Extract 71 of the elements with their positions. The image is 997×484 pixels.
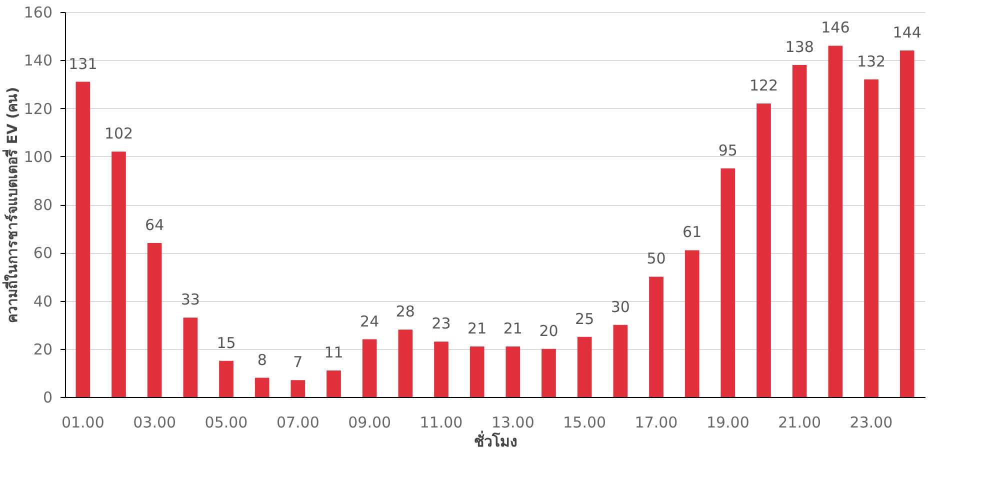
- x-tick-label: 07.00: [276, 414, 320, 432]
- bar: [254, 378, 270, 397]
- y-tick-label: 160: [24, 4, 52, 22]
- x-tick-label: 03.00: [133, 414, 176, 432]
- data-label: 25: [575, 310, 594, 328]
- bar: [398, 330, 413, 397]
- x-tick-label: 13.00: [491, 414, 534, 432]
- bar: [756, 103, 771, 397]
- data-label: 33: [180, 290, 200, 309]
- bar: [864, 79, 878, 397]
- x-tick-label: 21.00: [778, 414, 822, 432]
- bar: [506, 346, 520, 397]
- bar: [434, 342, 448, 397]
- bar: [613, 324, 628, 397]
- data-label: 20: [539, 322, 558, 340]
- y-tick-label: 100: [24, 148, 52, 166]
- x-tick-label: 17.00: [634, 414, 678, 432]
- data-label: 132: [856, 52, 886, 70]
- bar: [720, 168, 736, 397]
- y-tick-label: 80: [33, 196, 52, 214]
- bar: [290, 380, 306, 397]
- data-label: 7: [293, 353, 303, 372]
- y-tick-label: 140: [24, 52, 52, 70]
- bar: [828, 46, 843, 397]
- data-label: 21: [503, 319, 522, 338]
- y-tick-label: 40: [33, 292, 52, 310]
- data-label: 24: [360, 312, 380, 330]
- bar: [470, 346, 484, 397]
- data-label: 131: [68, 54, 98, 73]
- data-label: 146: [821, 18, 850, 37]
- x-tick-label: 11.00: [420, 414, 463, 432]
- bar: [326, 370, 341, 397]
- data-label: 61: [682, 223, 702, 242]
- bar: [219, 360, 234, 397]
- x-tick-label: 01.00: [61, 414, 104, 432]
- bar: [147, 243, 162, 397]
- x-tick-label: 09.00: [348, 414, 392, 432]
- bar: [900, 50, 914, 397]
- bar: [112, 152, 126, 397]
- x-axis-title: ชั่วโมง: [474, 430, 517, 450]
- y-tick-label: 0: [42, 388, 52, 406]
- bar: [684, 250, 700, 397]
- data-label: 15: [216, 334, 236, 352]
- bar: [542, 348, 556, 397]
- data-label: 102: [104, 124, 134, 143]
- data-label: 23: [432, 314, 451, 333]
- data-label: 122: [749, 76, 778, 94]
- y-axis-title: ความถี่ในการชาร์จแบตเตอรี่ EV (คน): [2, 87, 21, 323]
- data-label: 28: [396, 302, 415, 321]
- data-label: 11: [324, 344, 344, 362]
- data-label: 8: [257, 350, 267, 369]
- x-tick-label: 19.00: [706, 414, 750, 432]
- y-tick-label: 60: [33, 244, 52, 262]
- data-label: 30: [610, 298, 630, 316]
- x-tick-label: 05.00: [204, 414, 248, 432]
- bar: [792, 64, 807, 397]
- bar: [577, 336, 592, 397]
- y-tick-label: 20: [33, 340, 52, 358]
- data-label: 95: [718, 141, 738, 160]
- data-label: 144: [892, 24, 922, 42]
- data-label: 21: [468, 319, 487, 338]
- x-tick-label: 23.00: [850, 414, 893, 432]
- bar: [362, 339, 377, 397]
- bar: [649, 276, 664, 397]
- data-label: 138: [785, 38, 814, 56]
- x-tick-label: 15.00: [563, 414, 606, 432]
- data-label: 64: [145, 216, 164, 234]
- bar: [76, 82, 90, 397]
- data-label: 50: [646, 250, 666, 268]
- y-tick-label: 120: [24, 100, 52, 118]
- bar: [183, 318, 198, 397]
